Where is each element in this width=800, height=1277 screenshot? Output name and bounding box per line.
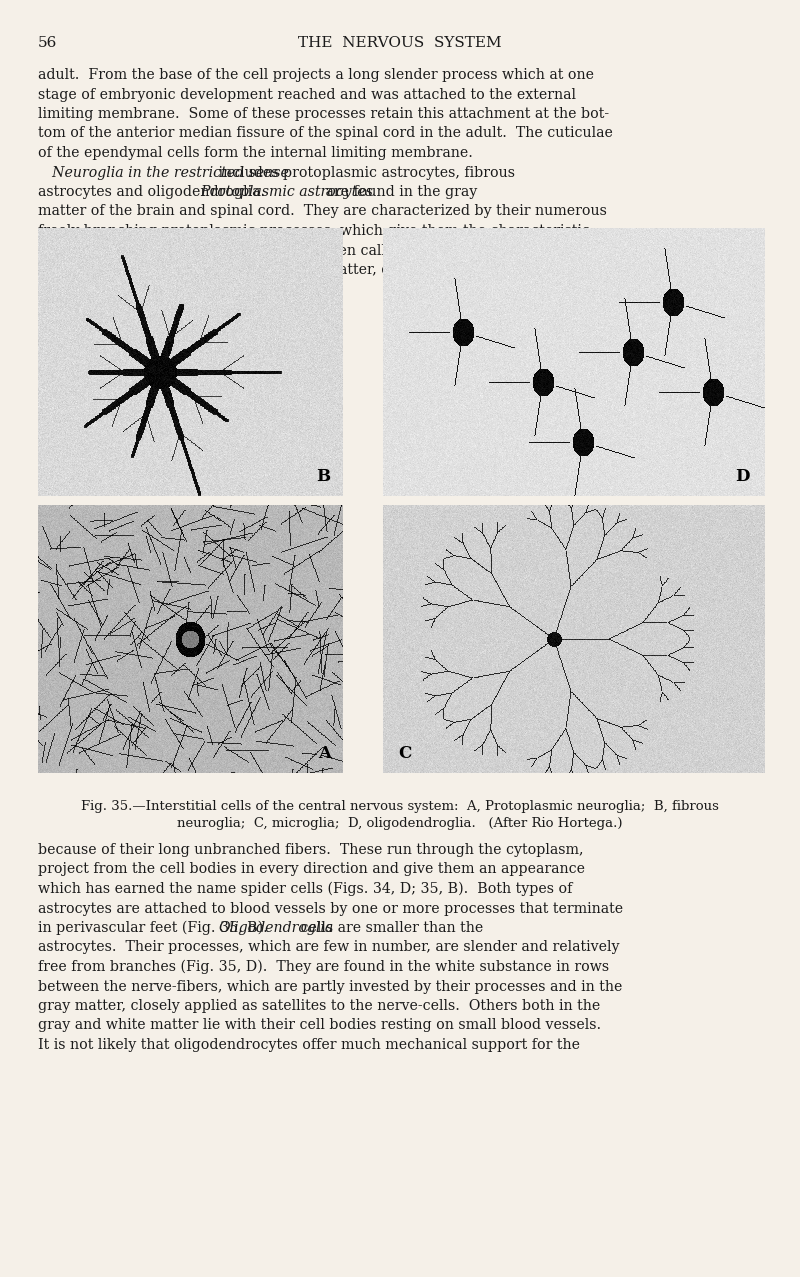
Text: stage of embryonic development reached and was attached to the external: stage of embryonic development reached a…: [38, 88, 576, 101]
Text: because of their long unbranched fibers.  These run through the cytoplasm,: because of their long unbranched fibers.…: [38, 843, 583, 857]
Text: are found in the gray: are found in the gray: [321, 185, 477, 199]
Text: C: C: [398, 746, 411, 762]
Text: gray and white matter lie with their cell bodies resting on small blood vessels.: gray and white matter lie with their cel…: [38, 1019, 601, 1033]
Text: freely branching protoplasmic processes, which give them the characteristic: freely branching protoplasmic processes,…: [38, 223, 590, 238]
Text: free from branches (Fig. 35, D).  They are found in the white substance in rows: free from branches (Fig. 35, D). They ar…: [38, 960, 609, 974]
Text: astrocytes and oligodendroglia.: astrocytes and oligodendroglia.: [38, 185, 265, 199]
Text: project from the cell bodies in every direction and give them an appearance: project from the cell bodies in every di…: [38, 862, 585, 876]
Text: between the nerve-fibers, which are partly invested by their processes and in th: between the nerve-fibers, which are part…: [38, 979, 622, 994]
Text: Fibrous astrocytes,: Fibrous astrocytes,: [38, 263, 175, 277]
Text: cells are smaller than the: cells are smaller than the: [296, 921, 483, 935]
Text: 56: 56: [38, 36, 58, 50]
Text: of the ependymal cells form the internal limiting membrane.: of the ependymal cells form the internal…: [38, 146, 473, 160]
Text: adult.  From the base of the cell projects a long slender process which at one: adult. From the base of the cell project…: [38, 68, 594, 82]
Text: found chiefly in the white matter, differ from the preceding: found chiefly in the white matter, diffe…: [134, 263, 564, 277]
Text: Protoplasmic astrocytes: Protoplasmic astrocytes: [192, 185, 373, 199]
Text: astrocytes.  Their processes, which are few in number, are slender and relativel: astrocytes. Their processes, which are f…: [38, 940, 619, 954]
Text: astrocytes are attached to blood vessels by one or more processes that terminate: astrocytes are attached to blood vessels…: [38, 902, 623, 916]
Text: in perivascular feet (Fig. 35, B).: in perivascular feet (Fig. 35, B).: [38, 921, 277, 935]
Text: limiting membrane.  Some of these processes retain this attachment at the bot-: limiting membrane. Some of these process…: [38, 107, 609, 121]
Text: THE  NERVOUS  SYSTEM: THE NERVOUS SYSTEM: [298, 36, 502, 50]
Text: matter of the brain and spinal cord.  They are characterized by their numerous: matter of the brain and spinal cord. The…: [38, 204, 607, 218]
Text: Fig. 35.—Interstitial cells of the central nervous system:  A, Protoplasmic neur: Fig. 35.—Interstitial cells of the centr…: [81, 799, 719, 813]
Text: D: D: [735, 469, 750, 485]
Text: gray matter, closely applied as satellites to the nerve-cells.  Others both in t: gray matter, closely applied as satellit…: [38, 999, 600, 1013]
Text: It is not likely that oligodendrocytes offer much mechanical support for the: It is not likely that oligodendrocytes o…: [38, 1038, 580, 1052]
Text: appearance because of which they are often called mossy cells (Figs. 34, C; 35, : appearance because of which they are oft…: [38, 244, 634, 258]
Text: A: A: [318, 746, 331, 762]
Text: Oligodendroglia: Oligodendroglia: [218, 921, 334, 935]
Text: Neuroglia in the restricted sense: Neuroglia in the restricted sense: [38, 166, 289, 180]
Text: includes protoplasmic astrocytes, fibrous: includes protoplasmic astrocytes, fibrou…: [214, 166, 514, 180]
Text: B: B: [317, 469, 331, 485]
Text: neuroglia;  C, microglia;  D, oligodendroglia.   (After Rio Hortega.): neuroglia; C, microglia; D, oligodendrog…: [178, 817, 622, 830]
Text: tom of the anterior median fissure of the spinal cord in the adult.  The cuticul: tom of the anterior median fissure of th…: [38, 126, 613, 140]
Text: which has earned the name spider cells (Figs. 34, D; 35, B).  Both types of: which has earned the name spider cells (…: [38, 882, 572, 896]
